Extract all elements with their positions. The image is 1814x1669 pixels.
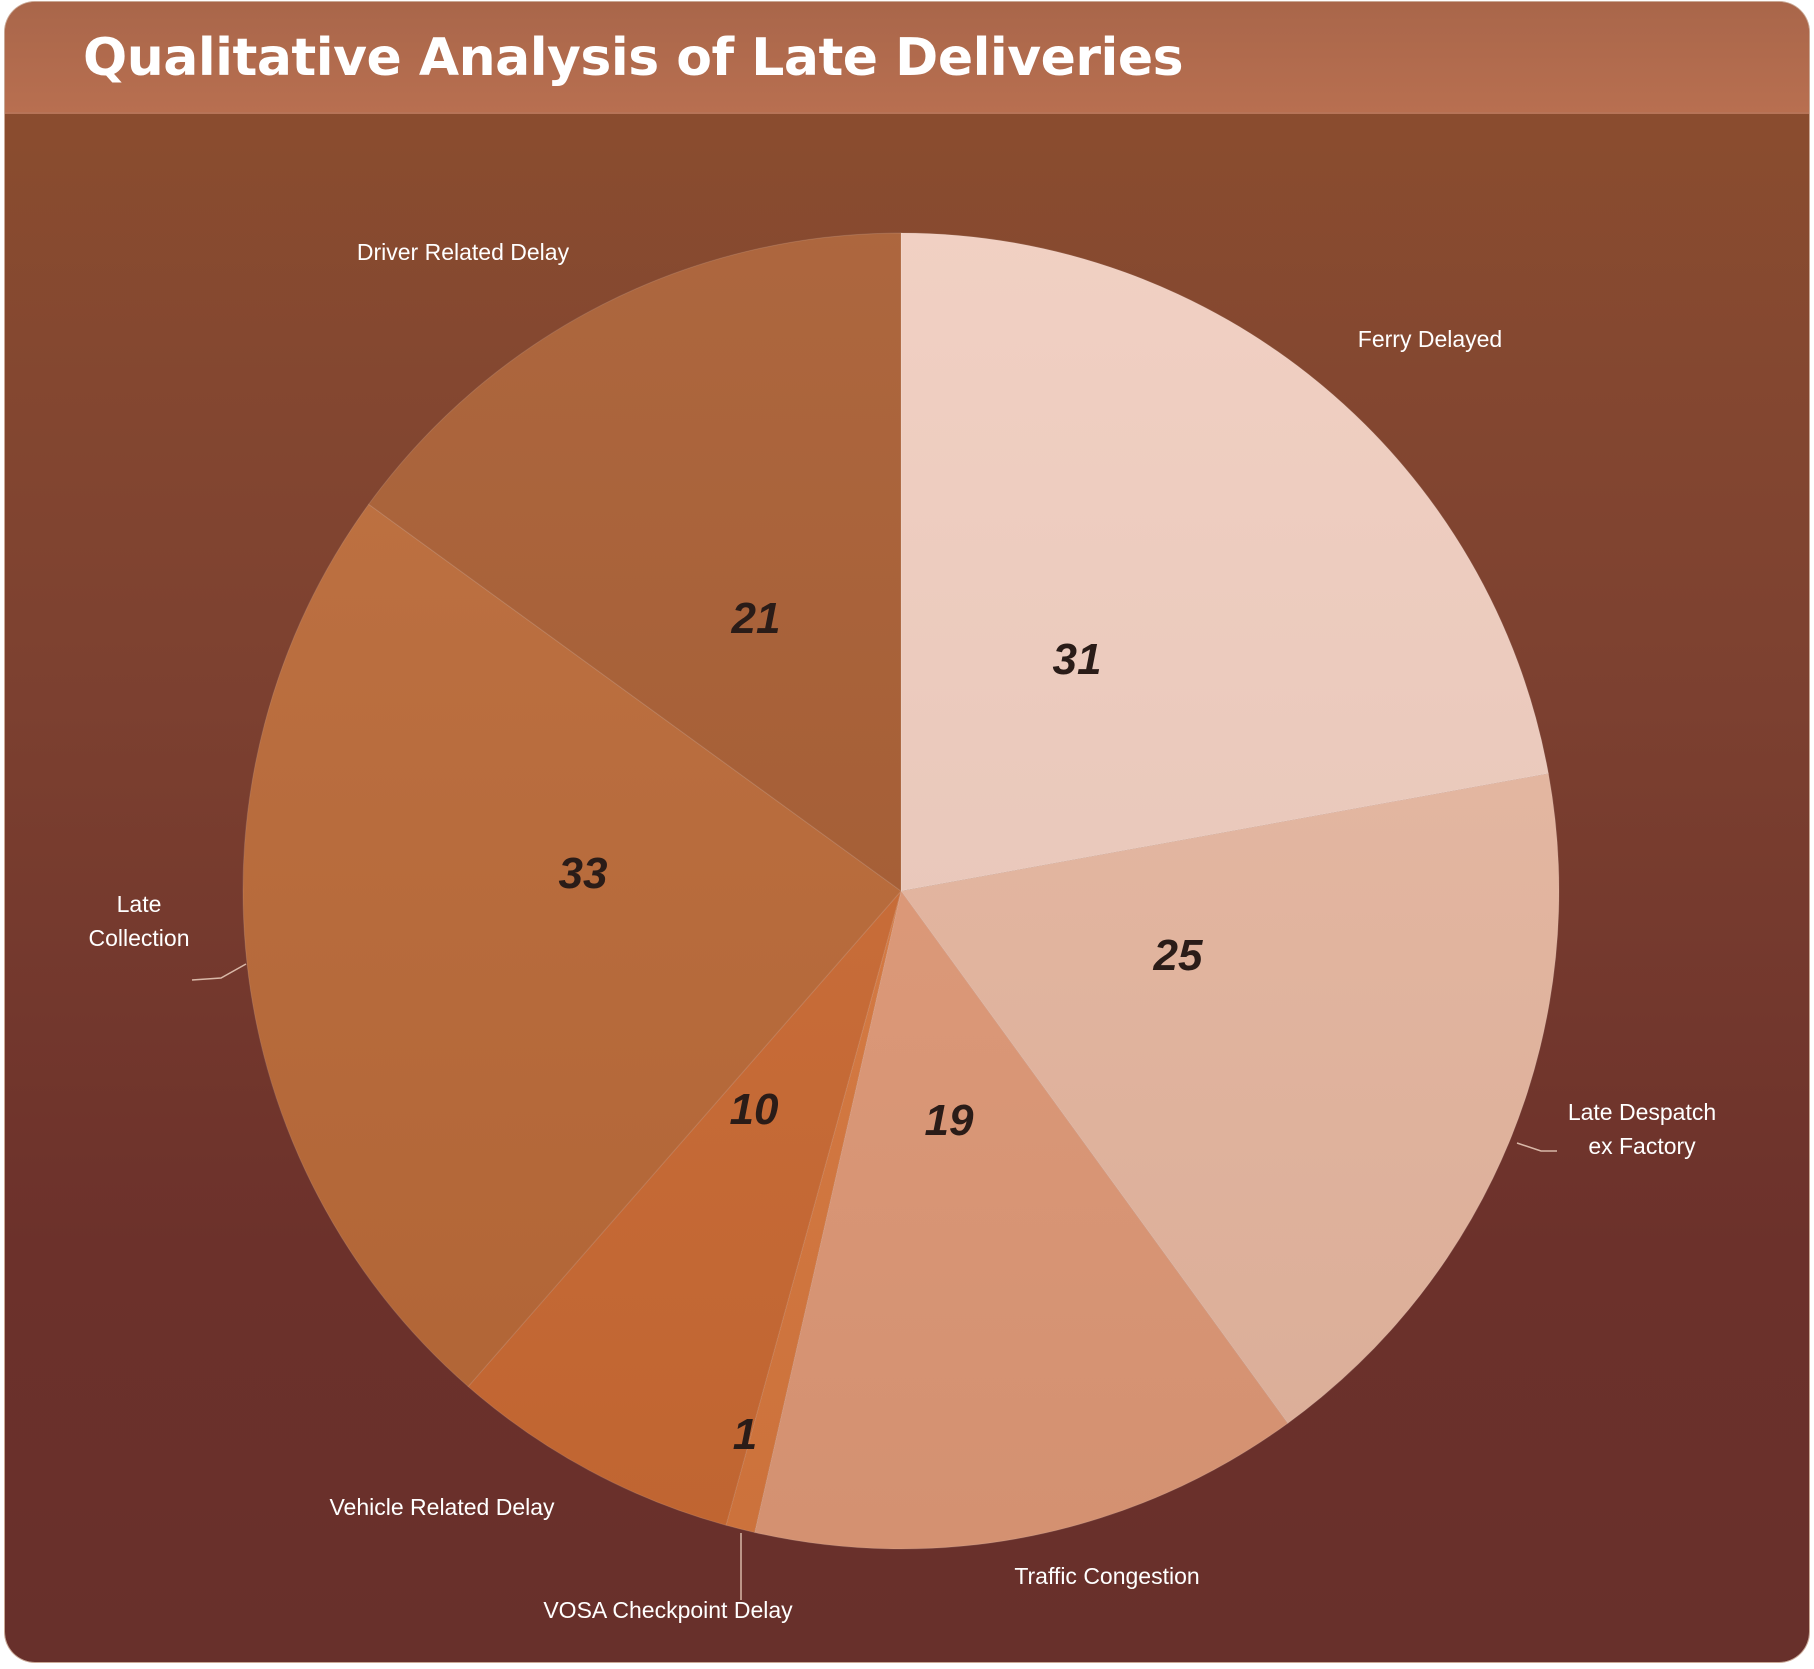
leader-line-late-collection <box>191 963 247 981</box>
value-label-vosa-checkpoint-delay: 1 <box>733 1410 757 1459</box>
slice-label-traffic-congestion: Traffic Congestion <box>1014 1563 1199 1589</box>
pie-slices <box>242 232 1560 1550</box>
value-label-driver-related-delay: 21 <box>731 594 781 643</box>
slice-label-late-collection: Late Collection <box>89 891 190 951</box>
value-label-ferry-delayed: 31 <box>1053 635 1102 684</box>
value-label-traffic-congestion: 19 <box>925 1096 974 1145</box>
title-bar: Qualitative Analysis of Late Deliveries <box>5 2 1809 114</box>
value-label-late-collection: 33 <box>559 849 608 898</box>
value-labels: 31 25 19 1 10 33 21 <box>559 594 1203 1459</box>
slice-labels: Ferry Delayed Late Despatch ex Factory Traf… <box>89 239 1717 1623</box>
leader-line-late-despatch-ex-factory <box>1516 1142 1557 1152</box>
chart-title: Qualitative Analysis of Late Deliveries <box>83 28 1184 88</box>
slice-label-late-despatch-ex-factory: Late Despatch ex Factory <box>1568 1099 1716 1159</box>
value-label-late-despatch-ex-factory: 25 <box>1153 931 1203 980</box>
slice-label-ferry-delayed: Ferry Delayed <box>1358 326 1502 352</box>
slice-label-driver-related-delay: Driver Related Delay <box>357 239 570 265</box>
value-label-vehicle-related-delay: 10 <box>730 1085 779 1134</box>
slice-label-vosa-checkpoint-delay: VOSA Checkpoint Delay <box>543 1597 793 1623</box>
slice-label-vehicle-related-delay: Vehicle Related Delay <box>329 1494 555 1520</box>
leader-lines <box>191 963 1557 1600</box>
